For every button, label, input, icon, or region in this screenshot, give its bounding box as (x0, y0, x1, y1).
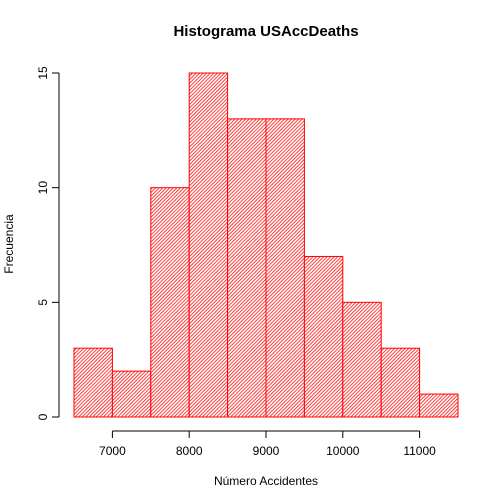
y-axis-label: Frecuencia (2, 214, 16, 274)
y-tick-label: 10 (36, 181, 50, 195)
chart-title: Histograma USAccDeaths (173, 23, 358, 40)
histogram-bar (188, 72, 229, 418)
histogram-bar (419, 393, 459, 418)
histogram-bar (227, 118, 267, 418)
histogram-bar (150, 187, 190, 418)
x-tick-label: 8000 (176, 444, 203, 458)
x-axis-label: Número Accidentes (214, 474, 318, 488)
x-tick-label: 11000 (403, 444, 436, 458)
histogram-bar (111, 370, 152, 418)
histogram-bar (342, 301, 382, 418)
histogram-bar (380, 347, 421, 418)
y-tick-label: 5 (36, 299, 50, 306)
histogram-bar (303, 255, 344, 418)
x-axis: 7000 8000 9000 10000 11000 (99, 430, 436, 458)
y-tick-label: 15 (36, 66, 50, 80)
bars-group (73, 72, 459, 418)
y-tick-label: 0 (36, 413, 50, 420)
x-tick-label: 7000 (99, 444, 126, 458)
histogram-bar (73, 347, 113, 418)
y-axis: 0 5 10 15 (36, 66, 60, 420)
x-tick-label: 9000 (253, 444, 280, 458)
x-tick-label: 10000 (326, 444, 360, 458)
histogram-bar (265, 118, 305, 418)
